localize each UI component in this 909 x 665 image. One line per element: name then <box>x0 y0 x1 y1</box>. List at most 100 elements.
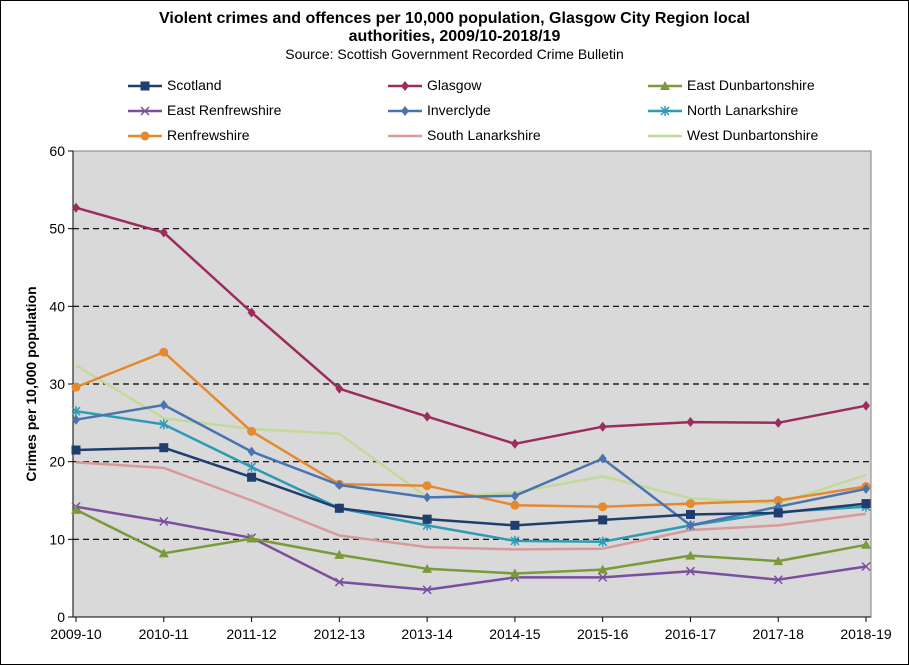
x-tick-label: 2009-10 <box>50 626 102 642</box>
data-point <box>510 520 520 530</box>
data-point <box>247 307 256 318</box>
data-point <box>861 539 872 549</box>
data-point <box>509 568 520 578</box>
legend: Scotland Glasgow East Dunbartonshire East R… <box>0 75 909 150</box>
data-point <box>159 227 168 238</box>
series-line <box>75 206 867 446</box>
data-point <box>71 504 81 514</box>
data-point <box>861 499 871 509</box>
data-point <box>597 564 608 574</box>
title-line-1: Violent crimes and offences per 10,000 p… <box>159 10 750 27</box>
data-point <box>861 561 871 572</box>
data-point <box>773 496 783 505</box>
legend-label: West Dunbartonshire <box>687 127 819 143</box>
y-tick-label: 40 <box>49 298 65 314</box>
data-point <box>862 483 871 494</box>
series-line <box>75 409 867 543</box>
series-scotland <box>71 443 871 530</box>
axes: 0 10 20 30 40 50 60 2009-10 2010-11 2011-12 2012-1… <box>49 143 891 642</box>
data-point <box>422 563 433 573</box>
series-line <box>75 508 867 575</box>
data-point <box>71 382 81 392</box>
legend-swatch <box>128 106 162 116</box>
x-tick-label: 2016-17 <box>665 626 717 642</box>
data-point <box>422 481 432 491</box>
data-point <box>335 479 344 490</box>
series-layer <box>71 202 872 595</box>
data-point <box>774 417 783 428</box>
data-point <box>685 509 695 519</box>
legend-marker <box>140 131 150 141</box>
legend-swatch <box>648 106 682 116</box>
legend-label: Glasgow <box>427 77 482 93</box>
data-point <box>334 503 344 513</box>
y-tick-label: 20 <box>49 454 65 470</box>
series-line <box>75 505 867 592</box>
data-point <box>422 514 432 524</box>
legend-swatch <box>648 81 682 90</box>
data-point <box>71 445 81 455</box>
legend-label: East Dunbartonshire <box>687 77 815 93</box>
legend-label: South Lanarkshire <box>427 127 541 143</box>
series-south-lanarkshire <box>75 461 867 551</box>
x-tick-label: 2018-19 <box>840 626 892 642</box>
data-point <box>72 202 80 213</box>
series-line <box>75 403 867 527</box>
legend-marker <box>660 106 670 116</box>
data-point <box>598 515 608 525</box>
series-line <box>75 446 867 527</box>
data-point <box>335 383 344 394</box>
data-point <box>247 472 257 482</box>
y-tick-label: 30 <box>49 376 65 392</box>
legend-swatch <box>388 106 422 116</box>
legend-swatch <box>128 81 162 91</box>
legend-label: Inverclyde <box>427 102 491 118</box>
data-point <box>158 548 169 558</box>
data-point <box>246 533 257 543</box>
x-tick-label: 2013-14 <box>401 626 453 642</box>
title-line-2: authorities, 2009/10-2018/19 <box>348 28 561 45</box>
y-tick-label: 60 <box>49 143 65 159</box>
data-point <box>773 556 784 566</box>
x-tick-label: 2017-18 <box>753 626 805 642</box>
series-east-dunbartonshire <box>71 504 872 578</box>
data-point <box>598 536 608 547</box>
data-point <box>423 411 432 422</box>
legend-marker <box>660 81 670 90</box>
data-point <box>773 508 783 518</box>
legend-label: Scotland <box>167 77 222 93</box>
data-point <box>598 572 608 582</box>
data-point <box>685 566 695 576</box>
data-point <box>510 535 520 546</box>
y-tick-label: 50 <box>49 221 65 237</box>
data-point <box>159 443 169 453</box>
data-point <box>598 502 608 512</box>
data-point <box>686 520 695 531</box>
x-tick-label: 2011-12 <box>226 626 277 642</box>
data-point <box>510 438 519 449</box>
data-point <box>72 414 80 425</box>
data-point <box>334 549 345 559</box>
data-point <box>247 462 257 473</box>
series-line <box>75 461 867 551</box>
legend-swatch <box>388 134 422 138</box>
data-point <box>773 575 783 585</box>
y-tick-label: 0 <box>57 609 65 625</box>
legend-marker <box>401 81 409 91</box>
data-point <box>247 446 256 457</box>
legend-label: East Renfrewshire <box>167 102 282 118</box>
data-point <box>159 516 169 527</box>
data-point <box>159 347 169 357</box>
legend-swatch <box>128 131 162 141</box>
legend-marker <box>140 106 150 116</box>
y-axis-title: Crimes per 10,000 population <box>23 286 39 481</box>
data-point <box>159 399 168 410</box>
data-point <box>71 406 81 417</box>
legend-marker <box>401 106 409 116</box>
x-tick-label: 2015-16 <box>577 626 629 642</box>
data-point <box>159 419 169 430</box>
legend-marker <box>140 81 150 91</box>
x-tick-label: 2012-13 <box>314 626 366 642</box>
chart-subtitle: Source: Scottish Government Recorded Cri… <box>285 46 624 62</box>
